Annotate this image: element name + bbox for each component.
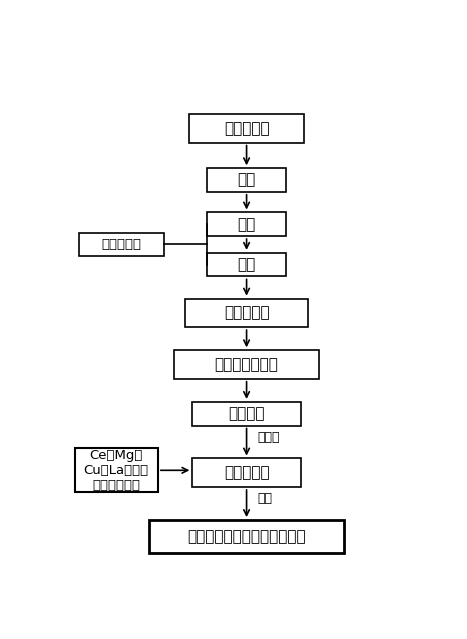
- FancyBboxPatch shape: [207, 253, 286, 277]
- FancyBboxPatch shape: [207, 213, 286, 236]
- FancyBboxPatch shape: [207, 168, 286, 192]
- FancyBboxPatch shape: [75, 448, 158, 493]
- Text: 分级预处理: 分级预处理: [102, 238, 142, 251]
- Text: 新型、高效、廉价脱硝催化剂: 新型、高效、廉价脱硝催化剂: [187, 529, 306, 544]
- FancyBboxPatch shape: [192, 402, 301, 426]
- Text: 高温碱熔融: 高温碱熔融: [224, 305, 269, 320]
- Text: 水热合成分子筛: 水热合成分子筛: [215, 357, 278, 372]
- Text: 粘合成型: 粘合成型: [228, 406, 265, 421]
- FancyBboxPatch shape: [189, 114, 304, 142]
- FancyBboxPatch shape: [185, 298, 308, 327]
- Text: 水洗: 水洗: [237, 217, 256, 232]
- FancyBboxPatch shape: [192, 459, 301, 487]
- Text: 催化剂制备: 催化剂制备: [224, 465, 269, 481]
- Text: 浸渍法: 浸渍法: [257, 431, 280, 443]
- Text: 焙烧: 焙烧: [257, 492, 272, 505]
- FancyBboxPatch shape: [79, 233, 164, 256]
- FancyBboxPatch shape: [149, 520, 344, 553]
- Text: 酸洗: 酸洗: [237, 257, 256, 272]
- Text: 除碳: 除碳: [237, 173, 256, 187]
- Text: Ce、Mg、
Cu、La等金属
离子改性处理: Ce、Mg、 Cu、La等金属 离子改性处理: [84, 449, 149, 492]
- Text: 粉煤灰采集: 粉煤灰采集: [224, 121, 269, 136]
- FancyBboxPatch shape: [174, 350, 319, 379]
